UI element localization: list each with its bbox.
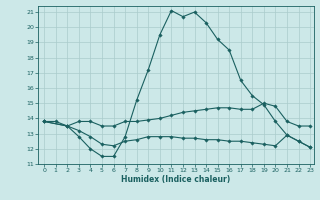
X-axis label: Humidex (Indice chaleur): Humidex (Indice chaleur) xyxy=(121,175,231,184)
